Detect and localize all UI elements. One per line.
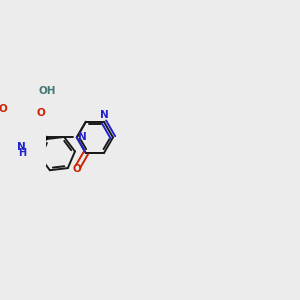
Text: O: O xyxy=(36,108,45,118)
Text: N: N xyxy=(17,142,26,152)
Text: O: O xyxy=(0,104,8,114)
Text: N: N xyxy=(100,110,108,120)
Text: OH: OH xyxy=(38,86,56,96)
Text: N: N xyxy=(78,132,87,142)
Text: H: H xyxy=(18,148,26,158)
Polygon shape xyxy=(22,124,36,137)
Text: O: O xyxy=(72,164,81,174)
